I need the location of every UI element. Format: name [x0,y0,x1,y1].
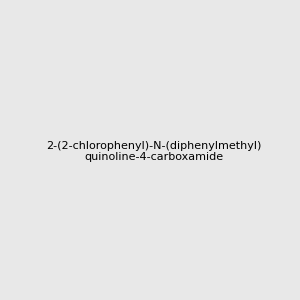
Text: 2-(2-chlorophenyl)-N-(diphenylmethyl)
quinoline-4-carboxamide: 2-(2-chlorophenyl)-N-(diphenylmethyl) qu… [46,141,261,162]
